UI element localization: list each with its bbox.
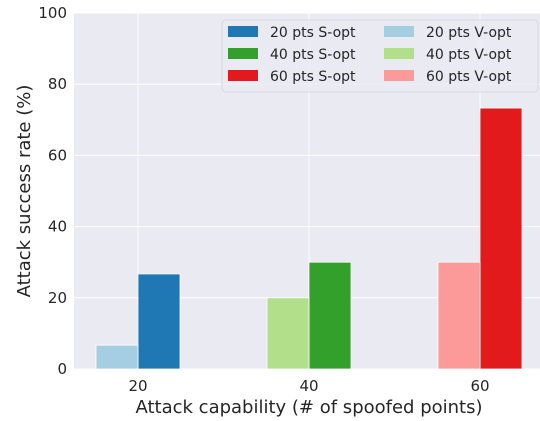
x-axis-label: Attack capability (# of spoofed points) xyxy=(135,397,482,418)
bar xyxy=(137,273,181,370)
legend-box xyxy=(221,19,539,93)
x-tick-label: 40 xyxy=(299,377,318,395)
legend-label: 20 pts V-opt xyxy=(426,25,512,41)
bar xyxy=(266,297,310,370)
legend-label: 40 pts S-opt xyxy=(270,47,356,63)
legend: 20 pts S-opt 40 pts S-opt 60 pts S-opt 20 p… xyxy=(221,19,539,93)
x-tick-label: 20 xyxy=(128,377,147,395)
bar xyxy=(479,107,523,370)
x-tick-labels: 20 40 60 xyxy=(128,377,489,395)
legend-label: 20 pts S-opt xyxy=(270,25,356,41)
y-tick-label: 20 xyxy=(48,289,67,307)
legend-swatch xyxy=(228,48,258,59)
y-tick-label: 60 xyxy=(48,146,67,164)
legend-swatch xyxy=(384,26,414,37)
legend-label: 60 pts V-opt xyxy=(426,69,512,85)
y-axis-label: Attack success rate (%) xyxy=(14,85,35,298)
bars xyxy=(95,107,523,370)
legend-swatch xyxy=(384,48,414,59)
legend-swatch xyxy=(384,70,414,81)
legend-swatch xyxy=(228,26,258,37)
y-tick-label: 80 xyxy=(48,75,67,93)
y-tick-labels: 0 20 40 60 80 100 xyxy=(38,4,67,378)
y-tick-label: 0 xyxy=(57,360,67,378)
y-tick-label: 100 xyxy=(38,4,67,22)
x-tick-label: 60 xyxy=(470,377,489,395)
bar xyxy=(95,344,139,370)
legend-label: 40 pts V-opt xyxy=(426,47,512,63)
legend-swatch xyxy=(228,70,258,81)
bar xyxy=(437,261,481,370)
legend-label: 60 pts S-opt xyxy=(270,69,356,85)
bar xyxy=(308,261,352,370)
y-tick-label: 40 xyxy=(48,218,67,236)
